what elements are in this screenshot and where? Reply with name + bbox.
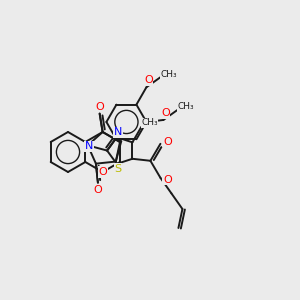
Text: S: S [114, 164, 121, 174]
Text: O: O [95, 102, 104, 112]
Text: O: O [144, 75, 153, 85]
Text: O: O [161, 108, 170, 118]
Text: O: O [98, 167, 107, 177]
Text: O: O [163, 137, 172, 147]
Text: O: O [94, 185, 102, 195]
Text: N: N [85, 141, 93, 152]
Text: O: O [163, 175, 172, 185]
Text: CH₃: CH₃ [141, 118, 158, 127]
Text: N: N [114, 127, 122, 137]
Text: CH₃: CH₃ [160, 70, 177, 79]
Text: CH₃: CH₃ [177, 103, 194, 112]
